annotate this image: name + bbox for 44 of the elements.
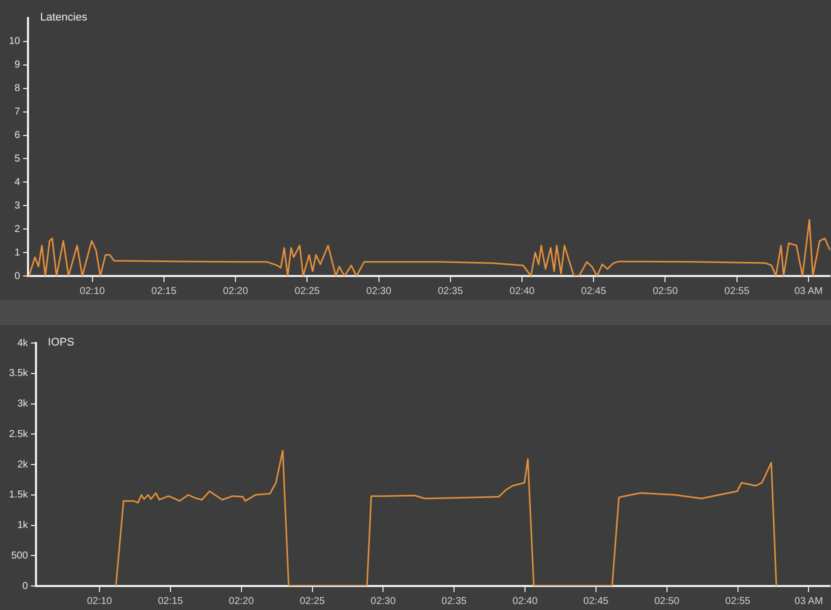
y-tick-label: 9 [14,60,21,71]
x-tick-label: 03 AM [794,286,823,297]
x-tick-label: 02:35 [438,286,464,297]
x-tick-label: 02:15 [158,596,184,607]
x-tick-label: 02:45 [581,286,607,297]
x-tick-label: 02:35 [442,596,468,607]
y-tick-label: 6 [14,130,21,142]
x-tick-label: 02:40 [510,286,535,297]
y-tick-label: 1k [17,520,29,531]
x-tick-label: 02:45 [583,596,609,607]
y-tick-label: 2 [14,224,21,235]
y-tick-label: 2.5k [8,428,29,440]
x-tick-label: 02:20 [228,596,254,607]
y-tick-label: 3.5k [8,368,29,380]
x-tick-label: 02:10 [80,286,106,297]
y-tick-label: 0 [14,270,21,282]
x-tick-label: 03 AM [794,596,823,607]
y-tick-label: 7 [14,106,21,118]
x-tick-label: 02:30 [370,596,396,607]
x-tick-label: 02:15 [151,286,177,297]
x-tick-label: 02:25 [300,596,326,607]
y-tick-label: 4 [14,176,21,188]
x-tick-label: 02:20 [222,286,248,297]
y-tick-label: 10 [9,36,21,48]
x-tick-label: 02:55 [725,596,751,607]
x-tick-label: 02:40 [512,596,538,607]
chart-title: IOPS [48,336,74,349]
y-tick-label: 0 [22,580,28,592]
y-tick-label: 3 [14,200,21,212]
y-tick-label: 1 [14,247,21,258]
y-tick-label: 3k [17,398,29,410]
y-tick-label: 1.5k [8,490,29,501]
x-tick-label: 02:55 [724,286,750,297]
y-tick-label: 2k [17,459,29,470]
y-tick-label: 4k [17,338,29,349]
x-tick-label: 02:25 [294,286,320,297]
y-tick-label: 8 [14,83,21,94]
x-tick-label: 02:30 [366,286,392,297]
x-tick-label: 02:50 [652,286,678,297]
x-tick-label: 02:50 [654,596,680,607]
y-tick-label: 500 [11,550,28,562]
x-tick-label: 02:10 [86,596,112,607]
chart-title: Latencies [40,12,88,24]
y-tick-label: 5 [14,153,21,164]
